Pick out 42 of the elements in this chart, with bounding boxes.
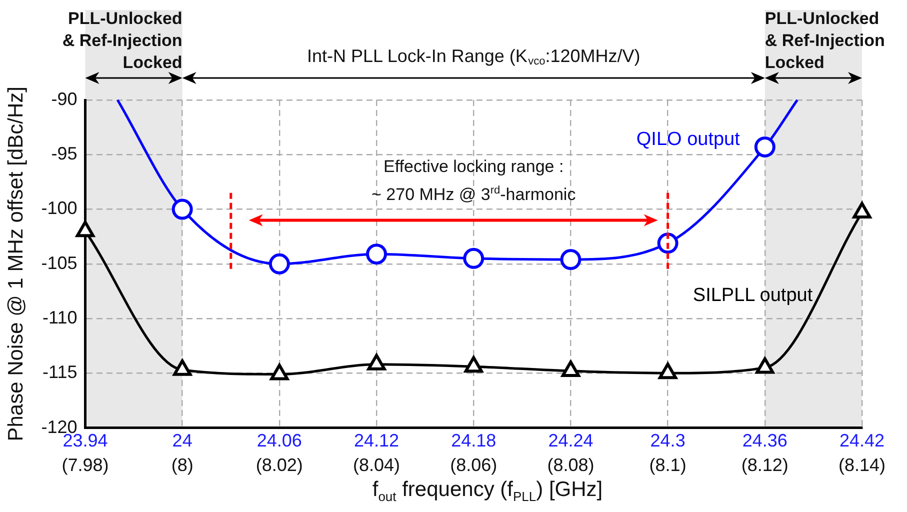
x-tick-label: 24.18 [451, 430, 496, 451]
point [754, 136, 776, 158]
y-tick-label: -110 [42, 308, 78, 328]
x-tick-label: 24.36 [742, 430, 788, 451]
point [464, 356, 483, 373]
point [756, 357, 774, 374]
x-tick-label: 24.12 [354, 430, 400, 451]
x-tick-label: 24.3 [650, 430, 686, 451]
x-tick-label: 24.24 [548, 430, 594, 451]
x2-tick-label: (8.14) [838, 455, 886, 476]
point [561, 360, 580, 377]
x-axis-title: f$_{out}$ frequency (f$_{PLL}$) [GHz] [371, 478, 604, 504]
x2-tick-label: (8.12) [741, 455, 788, 476]
x-tick-label: 24.42 [839, 430, 885, 451]
band-label: PLL-Unlocked & Ref-Injection Locked [764, 9, 885, 72]
y-tick-label: -90 [51, 88, 78, 109]
point [463, 248, 484, 269]
y-tick-label: -105 [41, 252, 78, 273]
x2-tick-label: (8.02) [256, 455, 303, 476]
series-label: SILPLL output [692, 285, 814, 306]
y-tick-label: -115 [42, 362, 78, 382]
x-tick-label: 24 [172, 430, 192, 451]
x2-tick-label: (8.1) [649, 455, 686, 476]
x-tick-label: 24.06 [256, 430, 302, 451]
x2-tick-label: (7.98) [62, 455, 109, 476]
y-axis-title: Phase Noise @ 1 MHz offset [dBc/Hz] [4, 86, 28, 442]
point [367, 354, 386, 370]
x2-tick-label: (8.04) [353, 455, 400, 476]
series-label: QILO output [636, 128, 741, 150]
band-label: PLL-Unlocked & Ref-Injection Locked [62, 9, 182, 72]
y-tick-label: -100 [41, 198, 78, 218]
point [560, 249, 582, 270]
x2-tick-label: (8.08) [547, 455, 594, 476]
y-tick-label: -95 [51, 144, 78, 164]
x2-tick-label: (8.06) [450, 455, 498, 476]
point [270, 364, 289, 380]
point [658, 362, 678, 380]
point [173, 359, 192, 376]
x2-tick-label: (8) [171, 455, 194, 476]
point [268, 253, 290, 274]
point [366, 244, 388, 265]
point [172, 198, 193, 220]
